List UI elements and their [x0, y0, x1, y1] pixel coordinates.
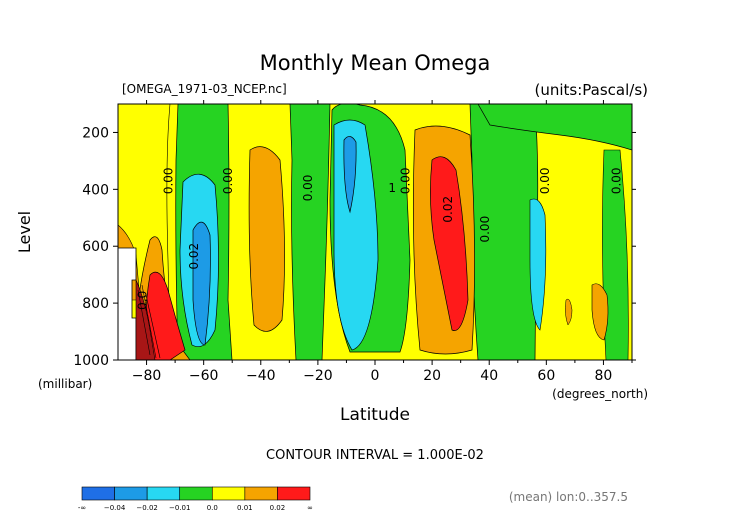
topography-mask — [118, 247, 137, 360]
dense-contour-region — [135, 279, 156, 360]
core-cyan-northern — [529, 198, 547, 331]
footer-note: (mean) lon:0..357.5 — [509, 490, 628, 504]
contour-label: 0.02 — [441, 196, 455, 223]
colorbar-label: 0.02 — [270, 504, 286, 512]
y-tick-label: 600 — [82, 239, 109, 255]
y-axis-title: Level — [15, 211, 34, 253]
band-green-top-north — [477, 104, 632, 151]
colorbar-label: −0.04 — [104, 504, 126, 512]
contour-label: 0.00 — [301, 175, 315, 202]
colorbar-label: ∞ — [307, 504, 313, 512]
contour-label: 0.00 — [221, 167, 235, 194]
y-axis: 200 400 600 800 1000 — [73, 125, 636, 369]
x-tick-label: 20 — [423, 368, 441, 384]
y-tick-label: 1000 — [73, 353, 109, 369]
x-axis-title: Latitude — [340, 405, 410, 425]
contour-label: 0.00 — [161, 167, 175, 194]
x-axis-units: (degrees_north) — [552, 387, 648, 401]
contour-labels: 0.00 0.00 0.00 0.00 0.00 0.00 0.02 0.02 0.00 0.0 1 — [136, 167, 624, 309]
colorbar-label: -∞ — [78, 504, 86, 512]
contour-label: 0.00 — [610, 167, 624, 194]
contour-label: 1 — [388, 181, 396, 195]
colorbar: -∞ −0.04 −0.02 −0.01 0.0 0.01 0.02 ∞ — [78, 486, 313, 512]
x-tick-label: −40 — [246, 368, 276, 384]
colorbar-label: 0.01 — [237, 504, 253, 512]
x-tick-label: 60 — [537, 368, 555, 384]
colorbar-swatch — [211, 486, 246, 501]
y-tick-label: 200 — [82, 125, 109, 141]
contour-interval: CONTOUR INTERVAL = 1.000E-02 — [266, 448, 484, 463]
core-blue-tropics — [343, 136, 357, 214]
units-label: (units:Pascal/s) — [535, 81, 649, 99]
y-tick-label: 400 — [82, 182, 109, 198]
band-green-polar — [602, 149, 629, 360]
colorbar-swatch — [81, 486, 115, 501]
band-green-subtropics-south — [289, 104, 331, 360]
x-axis: −80 −60 −40 −20 0 20 40 60 80 — [132, 100, 633, 384]
file-label: [OMEGA_1971-03_NCEP.nc] — [122, 82, 287, 96]
contour-label: 0.02 — [187, 243, 201, 270]
x-tick-label: −60 — [189, 368, 219, 384]
y-axis-units: (millibar) — [38, 377, 92, 391]
colorbar-swatch — [146, 486, 181, 501]
contour-label: 0.00 — [398, 167, 412, 194]
chart-title: Monthly Mean Omega — [260, 51, 491, 75]
x-tick-label: −80 — [132, 368, 162, 384]
x-tick-label: 80 — [595, 368, 613, 384]
x-tick-label: −20 — [303, 368, 333, 384]
x-tick-label: 0 — [371, 368, 380, 384]
core-red-northern — [430, 156, 469, 331]
core-orange-southern-mid — [248, 146, 285, 332]
colorbar-label: −0.02 — [136, 504, 157, 512]
y-tick-label: 800 — [82, 296, 109, 312]
x-tick-label: 40 — [480, 368, 498, 384]
colorbar-swatch — [179, 486, 213, 501]
contour-field — [118, 104, 632, 360]
colorbar-label: −0.01 — [169, 504, 190, 512]
colorbar-label: 0.0 — [207, 504, 218, 512]
contour-label: 0.00 — [478, 216, 492, 243]
colorbar-swatch — [277, 486, 311, 501]
contour-label: 0.00 — [538, 167, 552, 194]
contour-label: 0.0 — [136, 291, 150, 310]
core-blue-southern — [192, 221, 211, 346]
core-orange-polar — [591, 283, 609, 341]
colorbar-swatch — [244, 486, 278, 501]
colorbar-swatch — [114, 486, 148, 501]
